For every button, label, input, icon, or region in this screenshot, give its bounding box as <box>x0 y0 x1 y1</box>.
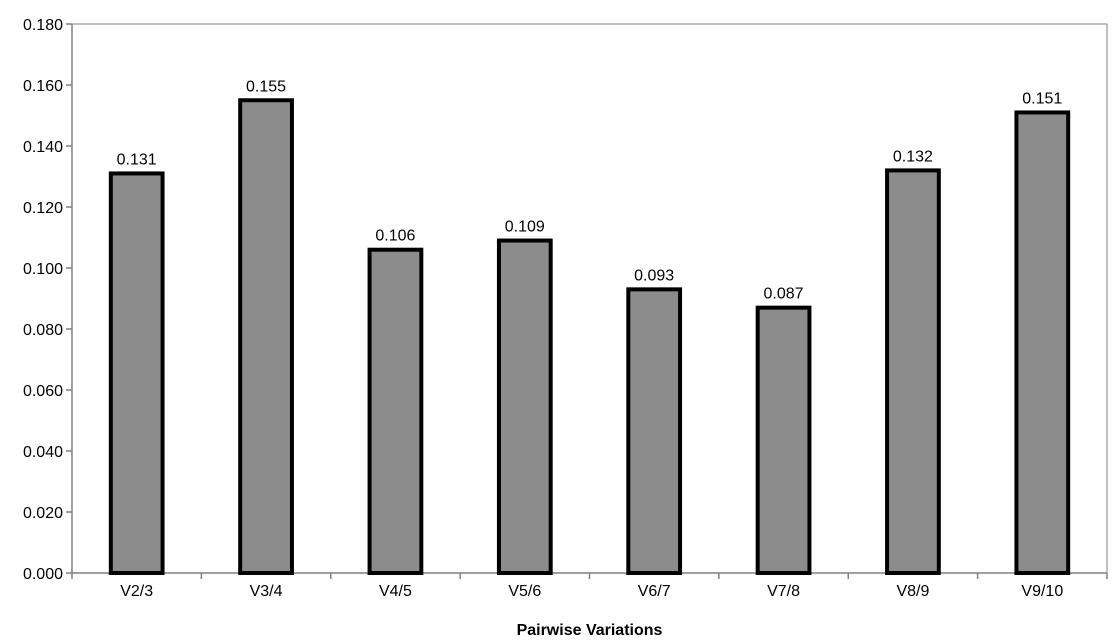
x-tick-label: V2/3 <box>120 583 153 600</box>
bar-value-label: 0.131 <box>117 151 157 168</box>
y-tick-label: 0.180 <box>23 17 63 34</box>
bar-value-label: 0.155 <box>246 78 286 95</box>
y-tick-label: 0.120 <box>23 200 63 217</box>
data-labels: 0.131 0.155 0.106 0.109 0.093 0.087 0.132 0.151 <box>117 78 1063 302</box>
y-axis: 0.000 0.020 0.040 0.060 0.080 0.100 0.120 0.140… <box>23 17 73 583</box>
bar-v2-3 <box>108 171 165 575</box>
x-axis: V2/3 V3/4 V4/5 V5/6 V6/7 V7/8 V8/9 V9/10 <box>71 572 1108 600</box>
bar-value-label: 0.093 <box>634 267 674 284</box>
y-tick-label: 0.060 <box>23 383 63 400</box>
y-tick-label: 0.040 <box>23 444 63 461</box>
bar-v7-8 <box>755 305 812 575</box>
x-tick-label: V6/7 <box>638 583 671 600</box>
plot-area <box>71 23 1108 574</box>
y-tick-label: 0.000 <box>23 566 63 583</box>
x-tick-label: V7/8 <box>767 583 800 600</box>
y-tick-label: 0.080 <box>23 322 63 339</box>
bar-value-label: 0.151 <box>1022 90 1062 107</box>
bar-value-label: 0.109 <box>505 219 545 236</box>
bar-value-label: 0.087 <box>764 286 804 303</box>
y-tick-label: 0.160 <box>23 78 63 95</box>
bar-v3-4 <box>238 98 294 575</box>
bar-series <box>108 98 1071 576</box>
x-axis-title: Pairwise Variations <box>517 622 663 639</box>
bar-v4-5 <box>367 247 424 575</box>
x-tick-label: V4/5 <box>379 583 412 600</box>
x-tick-label: V5/6 <box>508 583 541 600</box>
x-tick-label: V3/4 <box>250 583 283 600</box>
x-tick-label: V9/10 <box>1021 583 1063 600</box>
bar-value-label: 0.106 <box>375 228 415 245</box>
bar-v8-9 <box>885 168 941 575</box>
bar-value-label: 0.132 <box>893 148 933 165</box>
x-tick-label: V8/9 <box>896 583 929 600</box>
bar-v6-7 <box>626 287 683 575</box>
bar-v9-10 <box>1014 110 1071 575</box>
y-tick-label: 0.020 <box>23 505 63 522</box>
bar-v5-6 <box>496 238 553 576</box>
y-tick-label: 0.100 <box>23 261 63 278</box>
y-tick-label: 0.140 <box>23 139 63 156</box>
